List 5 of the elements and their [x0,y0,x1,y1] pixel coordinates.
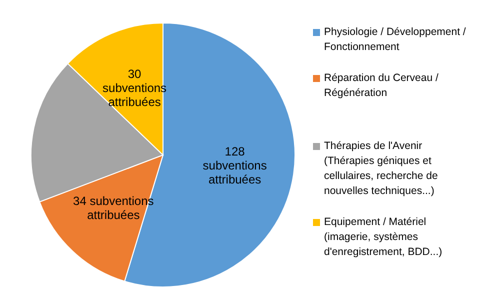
legend-label: Réparation du Cerveau / Régénération [324,70,440,100]
legend-label: Physiologie / Développement / Fonctionnement [324,24,467,54]
data-label: 128 subventions attribuées [202,144,267,187]
legend-label: Thérapies de l'Avenir (Thérapies géniques et cellulaires, recherche de nouvelles techniques...) [324,138,439,198]
legend-label: Equipement / Matériel (imagerie, systèmes d'enregistrement, BDD...) [324,214,444,260]
